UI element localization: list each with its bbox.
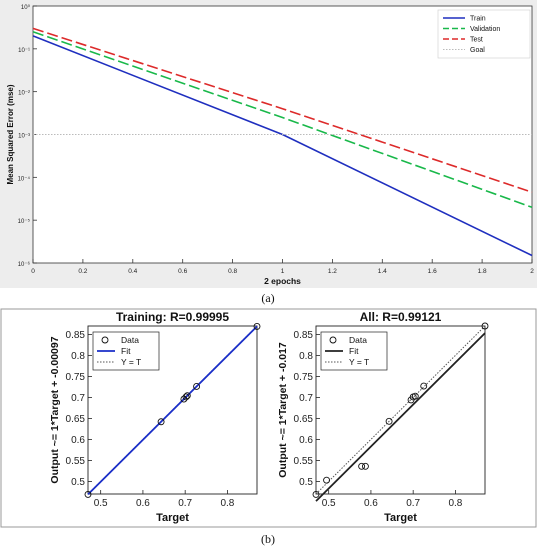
training-y-tick-label: 0.5 bbox=[71, 477, 85, 488]
all-regression-chart: All: R=0.99121 0.5 0.6 0.7 0.8 0.5 0.55 0.6 0.65… bbox=[277, 310, 489, 524]
training-y-tick-label: 0.75 bbox=[66, 372, 86, 383]
training-legend-label: Fit bbox=[121, 346, 131, 356]
training-y-tick-label: 0.85 bbox=[66, 330, 86, 341]
training-y-tick-label: 0.7 bbox=[71, 393, 85, 404]
training-legend-label: Y = T bbox=[121, 357, 141, 367]
all-y-tick-label: 0.65 bbox=[294, 414, 314, 425]
all-data-point bbox=[385, 417, 393, 425]
caption-b: (b) bbox=[261, 532, 275, 546]
all-y-tick-label: 0.8 bbox=[299, 351, 313, 362]
perf-x-tick-label: 1.8 bbox=[478, 268, 487, 275]
perf-legend-label: Test bbox=[470, 37, 483, 44]
perf-x-tick-label: 1 bbox=[281, 268, 285, 275]
perf-x-axis-title: 2 epochs bbox=[264, 276, 301, 286]
training-y-tick-label: 0.8 bbox=[71, 351, 85, 362]
all-y-tick-label: 0.5 bbox=[299, 477, 313, 488]
perf-x-tick-label: 1.4 bbox=[378, 268, 387, 275]
all-legend-label: Fit bbox=[349, 346, 359, 356]
all-title: All: R=0.99121 bbox=[360, 310, 442, 324]
perf-y-tick-label: 10⁻¹ bbox=[18, 48, 30, 54]
all-data-point bbox=[481, 322, 489, 330]
training-x-axis-title: Target bbox=[156, 512, 189, 524]
perf-series-line-validation bbox=[32, 31, 533, 209]
training-x-tick-label: 0.5 bbox=[94, 498, 108, 509]
training-data-point bbox=[182, 393, 190, 401]
all-x-tick-label: 0.7 bbox=[406, 498, 420, 509]
perf-y-tick-label: 10⁻⁴ bbox=[18, 175, 31, 182]
all-legend-data-marker bbox=[329, 336, 337, 344]
training-data-point bbox=[157, 418, 165, 426]
training-legend-label: Data bbox=[121, 335, 139, 345]
perf-x-tick-label: 0.6 bbox=[178, 268, 187, 275]
perf-x-tick-label: 0.2 bbox=[78, 268, 87, 275]
perf-y-tick-label: 10⁰ bbox=[21, 4, 31, 11]
training-x-tick-label: 0.6 bbox=[136, 498, 150, 509]
all-data-point bbox=[358, 462, 366, 470]
training-data-point bbox=[193, 383, 201, 390]
all-x-axis-title: Target bbox=[384, 512, 417, 524]
all-x-tick-label: 0.5 bbox=[322, 498, 336, 509]
perf-x-tick-label: 1.2 bbox=[328, 268, 337, 275]
all-y-tick-label: 0.75 bbox=[294, 372, 314, 383]
training-fit-line bbox=[87, 325, 258, 496]
perf-legend-label: Goal bbox=[470, 47, 485, 54]
perf-y-tick-label: 10⁻³ bbox=[18, 134, 30, 140]
perf-legend-label: Validation bbox=[470, 26, 500, 33]
all-data-point bbox=[361, 462, 369, 470]
perf-series-line-test bbox=[32, 27, 533, 193]
all-legend-label: Data bbox=[349, 335, 367, 345]
all-data-point bbox=[312, 490, 320, 498]
perf-y-tick-label: 10⁻⁵ bbox=[18, 218, 31, 225]
performance-chart: 0 0.2 0.4 0.6 0.8 1 1.2 1.4 1.6 1.8 2 10⁰ 10⁻¹ 10⁻² 10… bbox=[6, 4, 534, 286]
perf-y-tick-label: 10⁻⁶ bbox=[18, 261, 31, 268]
all-identity-line bbox=[315, 325, 486, 495]
training-x-tick-label: 0.7 bbox=[178, 498, 192, 509]
training-data-point bbox=[253, 322, 261, 330]
all-x-tick-label: 0.8 bbox=[448, 498, 462, 509]
training-y-tick-label: 0.65 bbox=[66, 414, 86, 425]
perf-x-tick-label: 0 bbox=[31, 268, 35, 275]
perf-y-axis-title: Mean Squared Error (mse) bbox=[6, 84, 15, 184]
caption-a: (a) bbox=[261, 291, 274, 305]
all-legend-label: Y = T bbox=[349, 357, 369, 367]
perf-legend-label: Train bbox=[470, 16, 486, 23]
perf-x-tick-label: 1.6 bbox=[428, 268, 437, 275]
perf-x-tick-label: 0.4 bbox=[128, 268, 137, 275]
training-title: Training: R=0.99995 bbox=[116, 310, 229, 324]
training-legend-data-marker bbox=[101, 336, 109, 344]
all-fit-line bbox=[315, 332, 486, 502]
training-data-point bbox=[84, 490, 92, 498]
training-y-axis-title: Output ~= 1*Target + -0.00097 bbox=[49, 336, 61, 483]
training-y-tick-label: 0.6 bbox=[71, 435, 85, 446]
all-y-tick-label: 0.85 bbox=[294, 330, 314, 341]
all-data-point bbox=[420, 382, 428, 390]
training-legend-box bbox=[92, 331, 160, 371]
all-y-tick-label: 0.7 bbox=[299, 393, 313, 404]
training-x-tick-label: 0.8 bbox=[220, 498, 234, 509]
all-x-tick-label: 0.6 bbox=[364, 498, 378, 509]
all-y-axis-title: Output ~= 1*Target + -0.017 bbox=[277, 342, 289, 478]
all-y-tick-label: 0.6 bbox=[299, 435, 313, 446]
all-data-point bbox=[323, 476, 331, 484]
training-data-point bbox=[183, 392, 191, 400]
all-data-point bbox=[411, 392, 419, 400]
all-y-tick-label: 0.55 bbox=[294, 456, 314, 467]
perf-x-tick-label: 0.8 bbox=[228, 268, 237, 275]
perf-y-tick-label: 10⁻² bbox=[18, 91, 30, 97]
training-regression-chart: Training: R=0.99995 0.5 0.6 0.7 0.8 0.5 0.55 0.… bbox=[49, 310, 261, 524]
perf-x-tick-label: 2 bbox=[530, 268, 534, 275]
training-y-tick-label: 0.55 bbox=[66, 456, 86, 467]
